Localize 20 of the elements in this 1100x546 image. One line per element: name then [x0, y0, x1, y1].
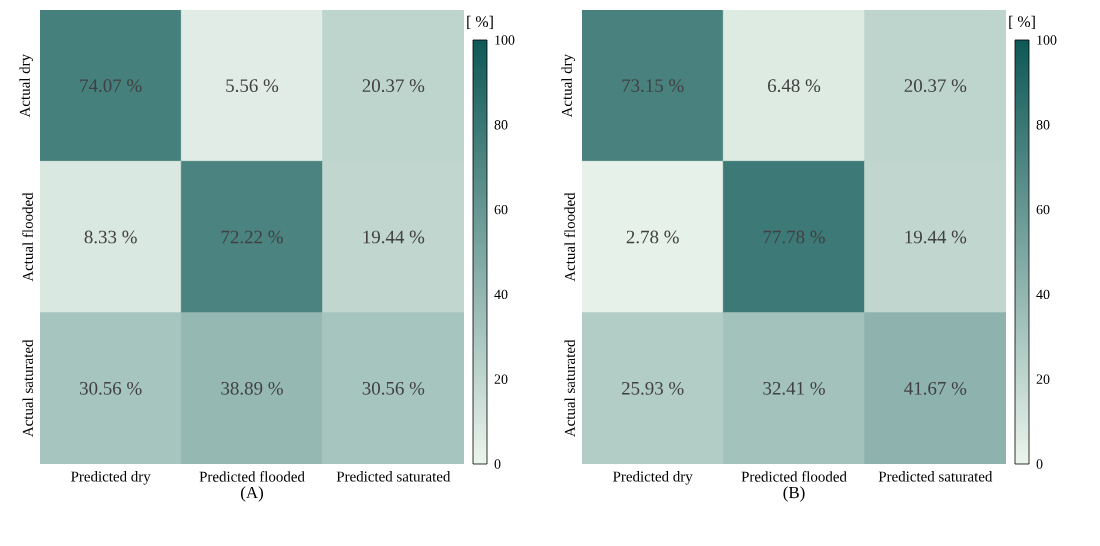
- data-label: 32.41 %: [763, 381, 825, 395]
- data-label: 6.48 %: [768, 79, 821, 93]
- data-label: 2.78 %: [626, 230, 679, 244]
- data-label: 25.93 %: [621, 381, 684, 395]
- x-axis-title: (B): [783, 486, 805, 502]
- data-label: 77.78 %: [763, 230, 825, 244]
- data-label: 19.44 %: [905, 230, 967, 244]
- data-label: 20.37 %: [362, 79, 425, 93]
- data-label: 74.07 %: [80, 79, 142, 93]
- data-label: 41.67 %: [904, 381, 967, 395]
- data-label: 19.44 %: [363, 230, 425, 244]
- data-label: 30.56 %: [80, 381, 142, 395]
- data-label: 30.56 %: [362, 381, 425, 395]
- data-label: 20.37 %: [904, 79, 967, 93]
- data-label: 38.89 %: [221, 381, 283, 395]
- x-axis-title: (A): [240, 486, 264, 502]
- data-label: 5.56 %: [226, 79, 279, 93]
- data-label: 72.22 %: [221, 230, 283, 244]
- data-label: 8.33 %: [84, 230, 137, 244]
- data-label: 73.15 %: [622, 79, 684, 93]
